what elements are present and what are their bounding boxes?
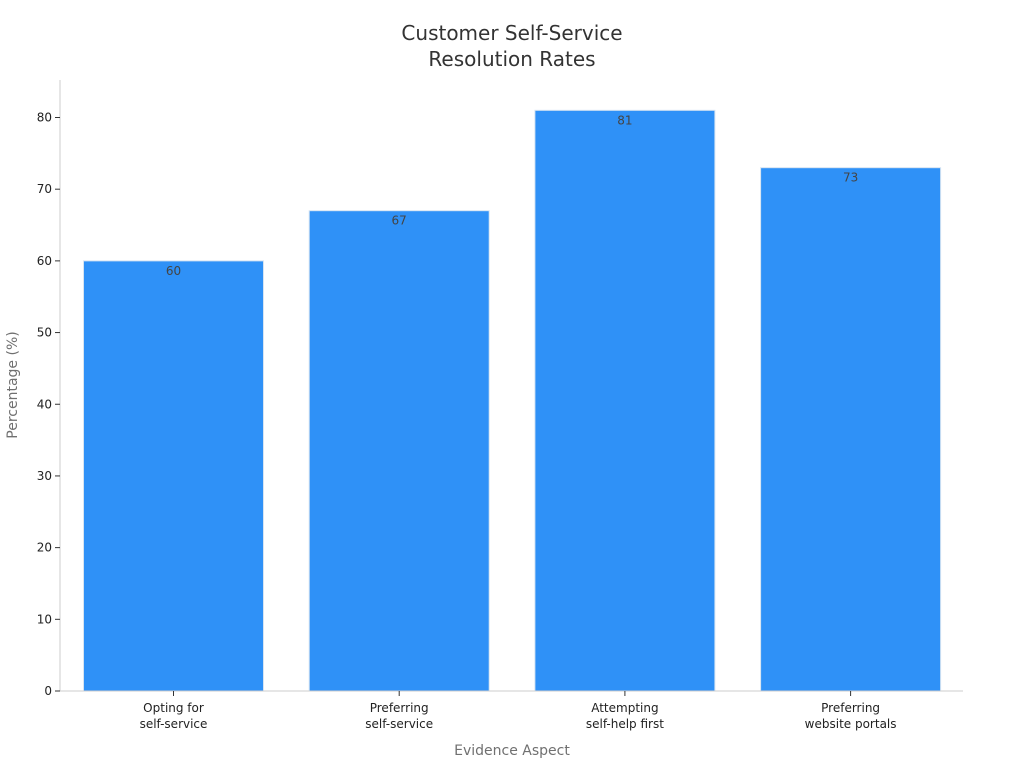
bar [83,260,264,692]
y-tick-label: 10 [37,612,52,626]
y-tick-label: 70 [37,182,52,196]
axes [59,80,963,692]
y-tick-label: 60 [37,254,52,268]
x-tick-label: self-help first [586,717,664,731]
y-ticks: 0 10 20 30 40 50 60 70 80 [37,111,60,698]
data-label: 73 [843,171,858,185]
bar [760,167,942,692]
y-tick-label: 40 [37,397,52,411]
x-tick-label: self-service [365,717,433,731]
x-tick-label: self-service [140,717,208,731]
x-tick-label: Attempting [591,701,658,715]
x-tick-label: Opting for [143,701,204,715]
x-tick-label: website portals [805,717,897,731]
bar [534,109,716,692]
y-tick-label: 50 [37,326,52,340]
y-tick-label: 30 [37,469,52,483]
data-label: 67 [392,214,407,228]
y-axis-label: Percentage (%) [5,331,21,438]
x-axis-label: Evidence Aspect [454,743,570,759]
y-tick-label: 0 [44,684,52,698]
data-label: 81 [617,113,632,127]
data-labels: 60 67 81 73 [166,113,858,278]
y-tick-label: 80 [37,111,52,125]
x-tick-label: Preferring [821,701,880,715]
y-tick-label: 20 [37,541,52,555]
bar [308,210,490,692]
chart-title-line: Resolution Rates [428,47,595,71]
data-label: 60 [166,264,181,278]
bars [83,109,942,692]
x-tick-label: Preferring [370,701,429,715]
chart-title-line: Customer Self-Service [401,21,622,45]
x-ticks: Opting for self-service Preferring self-ser… [140,691,897,731]
